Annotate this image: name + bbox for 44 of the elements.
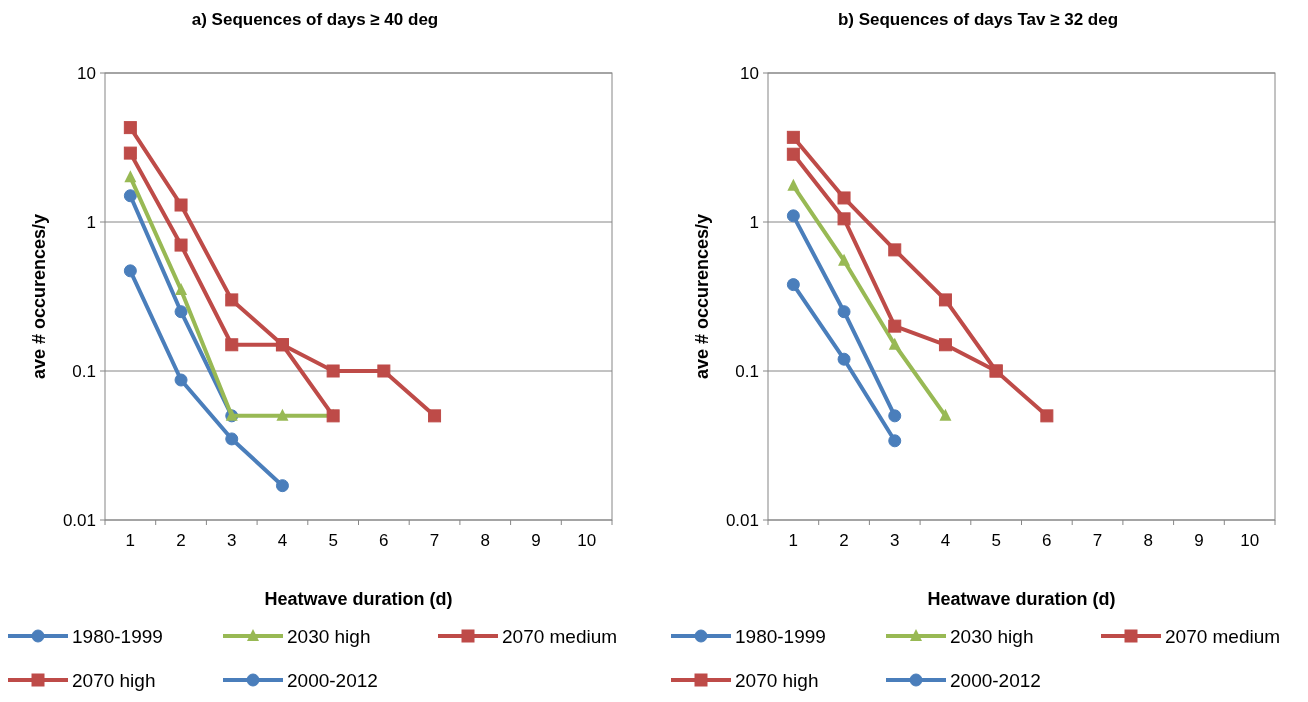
x-tick-label: 6 xyxy=(1042,531,1052,550)
x-axis-title: Heatwave duration (d) xyxy=(264,589,453,609)
x-tick-label: 9 xyxy=(1194,531,1204,550)
x-tick-label: 8 xyxy=(480,531,490,550)
x-tick-label: 4 xyxy=(277,531,288,550)
x-tick-label: 5 xyxy=(328,531,338,550)
y-tick-label: 10 xyxy=(77,63,96,83)
x-tick-label: 6 xyxy=(379,531,389,550)
legend-label: 2070 high xyxy=(72,669,156,691)
legend-label: 2000-2012 xyxy=(950,669,1041,691)
x-tick-label: 2 xyxy=(839,531,849,550)
y-axis-title: ave # occurences/y xyxy=(692,213,712,380)
legend-label: 2070 medium xyxy=(1165,625,1281,647)
x-tick-label: 1 xyxy=(125,531,136,550)
chart-title: a) Sequences of days ≥ 40 deg xyxy=(191,10,439,29)
x-axis-title: Heatwave duration (d) xyxy=(927,589,1116,609)
y-axis-title: ave # occurences/y xyxy=(29,213,49,380)
y-tick-label: 0.1 xyxy=(72,361,96,381)
y-tick-label: 0.01 xyxy=(62,510,96,530)
y-tick-label: 1 xyxy=(749,212,759,232)
y-tick-label: 1 xyxy=(86,212,96,232)
legend-label: 1980-1999 xyxy=(72,625,163,647)
legend-label: 2030 high xyxy=(950,625,1034,647)
x-tick-label: 4 xyxy=(940,531,951,550)
x-tick-label: 1 xyxy=(788,531,799,550)
y-tick-label: 10 xyxy=(740,63,759,83)
legend-label: 2030 high xyxy=(287,625,371,647)
x-tick-label: 10 xyxy=(1240,531,1260,550)
legend-label: 2070 medium xyxy=(502,625,618,647)
chart-title: b) Sequences of days Tav ≥ 32 deg xyxy=(837,10,1119,29)
x-tick-label: 9 xyxy=(531,531,541,550)
x-tick-label: 3 xyxy=(227,531,237,550)
legend-label: 1980-1999 xyxy=(735,625,826,647)
x-tick-label: 5 xyxy=(991,531,1001,550)
x-tick-label: 10 xyxy=(577,531,597,550)
x-tick-label: 3 xyxy=(890,531,900,550)
legend-label: 2000-2012 xyxy=(287,669,378,691)
legend-label: 2070 high xyxy=(735,669,819,691)
x-tick-label: 8 xyxy=(1143,531,1153,550)
x-tick-label: 7 xyxy=(1092,531,1103,550)
y-tick-label: 0.1 xyxy=(735,361,759,381)
x-tick-label: 2 xyxy=(176,531,186,550)
y-tick-label: 0.01 xyxy=(725,510,759,530)
x-tick-label: 7 xyxy=(429,531,440,550)
